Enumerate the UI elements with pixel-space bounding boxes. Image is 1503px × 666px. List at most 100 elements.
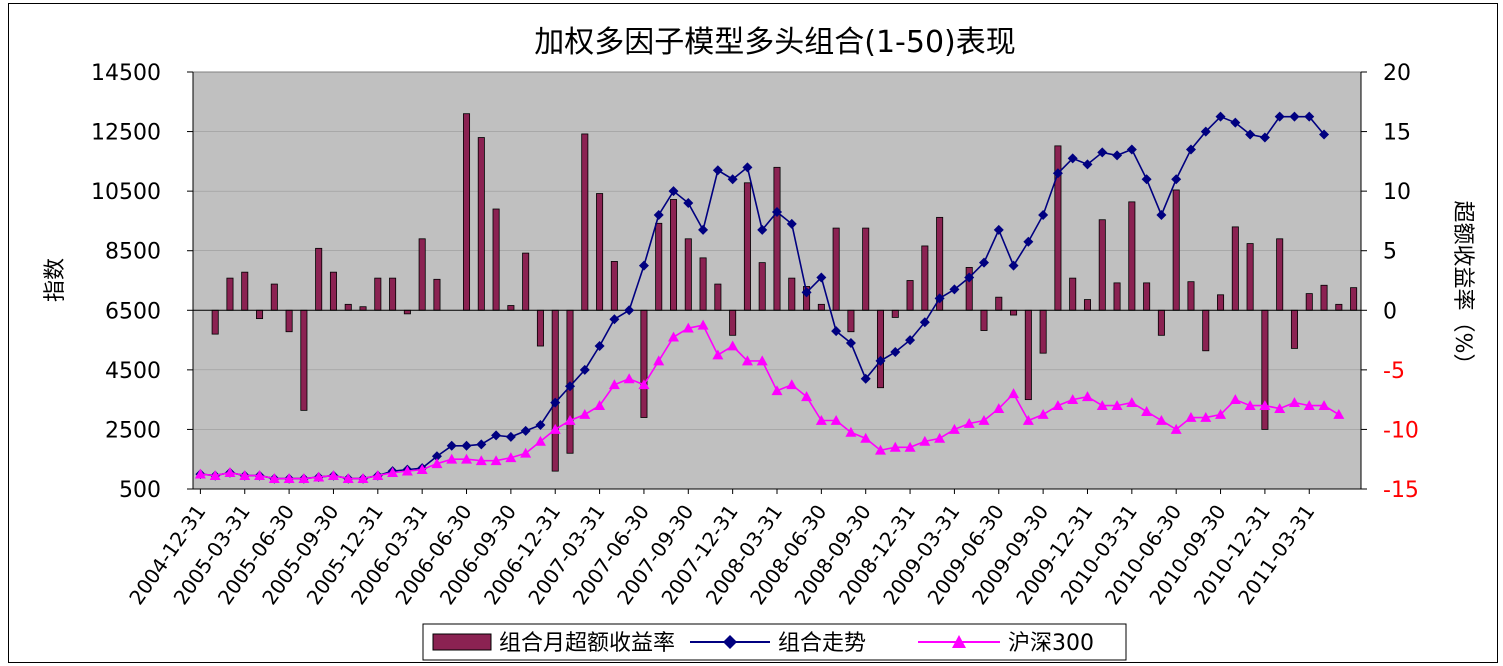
hs300-point — [668, 331, 680, 342]
bar — [1083, 299, 1091, 311]
hs300-point — [194, 468, 206, 479]
legend: 组合月超额收益率 组合走势 沪深300 — [422, 623, 1127, 661]
hs300-point — [313, 471, 325, 482]
bar — [492, 208, 500, 311]
bar — [241, 271, 249, 311]
hs300-point — [594, 400, 606, 410]
portfolio-point — [431, 451, 442, 462]
bar — [1290, 309, 1298, 349]
hs300-point — [682, 322, 694, 333]
bar — [1320, 284, 1328, 311]
bar — [847, 309, 855, 333]
hs300-point — [1333, 409, 1345, 419]
portfolio-point — [1185, 144, 1196, 155]
portfolio-point — [1156, 209, 1167, 220]
legend-label-portfolio: 组合走势 — [778, 631, 866, 656]
hs300-point — [534, 435, 546, 446]
hs300-point — [416, 464, 428, 475]
bar — [1010, 309, 1018, 316]
hs300-point — [1081, 391, 1093, 402]
portfolio-point — [1008, 260, 1019, 271]
portfolio-point — [565, 381, 576, 392]
portfolio-point — [505, 431, 516, 442]
bar — [536, 309, 544, 347]
bar — [344, 303, 352, 311]
bar — [1276, 238, 1284, 311]
portfolio-point — [993, 224, 1004, 235]
bar — [1335, 303, 1343, 311]
portfolio-point — [772, 206, 782, 217]
portfolio-point — [1038, 209, 1049, 220]
left-axis-label: 指数 — [43, 258, 68, 302]
bar — [285, 309, 293, 333]
portfolio-point — [535, 419, 546, 430]
hs300-point — [815, 414, 827, 425]
chart-title: 加权多因子模型多头组合(1-50)表现 — [534, 25, 1016, 60]
left-tick-label: 500 — [119, 478, 161, 503]
hs300-point — [1141, 406, 1153, 416]
portfolio-point — [1141, 174, 1152, 185]
hs300-point — [1274, 403, 1286, 413]
hs300-point — [490, 455, 502, 466]
hs300-point — [860, 432, 872, 443]
hs300-point — [254, 470, 266, 480]
hs300-point — [653, 355, 665, 366]
hs300-point — [239, 470, 251, 480]
hs300-point — [741, 355, 753, 366]
hs300-point — [209, 470, 221, 480]
legend-bar-swatch — [432, 633, 492, 651]
bar — [596, 193, 604, 311]
bar — [226, 277, 234, 311]
hs300-point — [1126, 397, 1138, 408]
hs300-point — [845, 426, 857, 437]
portfolio-point — [816, 272, 827, 283]
hs300-point — [579, 409, 591, 419]
hs300-point — [387, 467, 399, 478]
hs300-point — [697, 319, 709, 330]
hs300-point — [1244, 400, 1256, 410]
bar — [891, 309, 899, 318]
hs300-point — [446, 453, 458, 464]
hs300-point — [756, 355, 768, 366]
hs300-point — [963, 417, 975, 428]
portfolio-point — [1097, 147, 1108, 158]
bar — [433, 278, 441, 311]
portfolio-point — [594, 341, 605, 352]
right-tick-label: 15 — [1383, 121, 1411, 146]
portfolio-point — [653, 209, 664, 220]
bar — [581, 133, 589, 311]
plot-area — [192, 71, 1362, 490]
portfolio-point — [446, 440, 457, 451]
bar — [1187, 281, 1195, 311]
bar — [256, 309, 264, 320]
hs300-point — [889, 441, 901, 452]
hs300-point — [1229, 394, 1241, 405]
portfolio-point — [491, 430, 502, 441]
hs300-point — [919, 435, 931, 446]
hs300-point — [801, 391, 813, 402]
portfolio-point — [875, 355, 886, 366]
portfolio-point — [1230, 117, 1241, 128]
portfolio-point — [934, 293, 945, 304]
portfolio-point — [1289, 111, 1300, 122]
bar — [876, 309, 884, 389]
portfolio-point — [742, 162, 753, 173]
right-tick-label: 0 — [1383, 299, 1397, 324]
hs300-point — [431, 458, 443, 469]
bar — [1172, 189, 1180, 311]
portfolio-point — [1215, 111, 1226, 122]
bar — [403, 309, 411, 315]
portfolio-point — [1023, 236, 1034, 247]
bar — [1024, 309, 1032, 401]
hs300-point — [638, 379, 650, 390]
right-tick-label: -10 — [1383, 418, 1419, 443]
hs300-point — [1259, 400, 1271, 410]
legend-box — [422, 623, 1127, 661]
hs300-point — [342, 473, 354, 483]
portfolio-point — [550, 397, 561, 408]
right-tick-label: -5 — [1383, 359, 1405, 384]
hs300-point — [786, 379, 798, 390]
portfolio-point — [1052, 168, 1063, 179]
portfolio-point — [668, 186, 679, 197]
